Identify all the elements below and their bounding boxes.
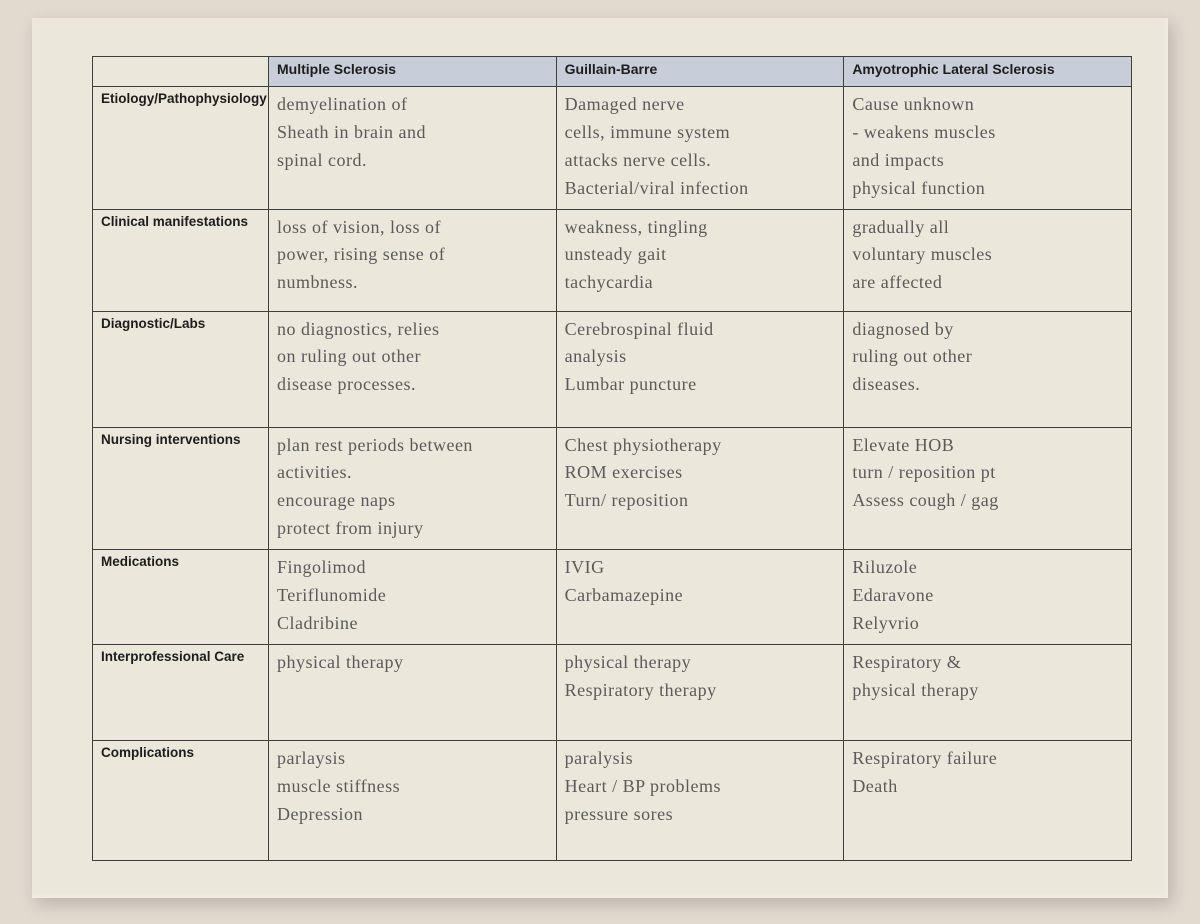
- row-etiology: Etiology/Pathophysiology demyelination o…: [93, 87, 1132, 210]
- cell-clin-gb: weakness, tingling unsteady gait tachyca…: [556, 209, 844, 311]
- header-blank: [93, 57, 269, 87]
- cell-meds-gb: IVIG Carbamazepine: [556, 550, 844, 645]
- col-header-als: Amyotrophic Lateral Sclerosis: [844, 57, 1132, 87]
- row-medications: Medications Fingolimod Teriflunomide Cla…: [93, 550, 1132, 645]
- worksheet-sheet: Multiple Sclerosis Guillain-Barre Amyotr…: [32, 18, 1168, 898]
- cell-nurs-gb: Chest physiotherapy ROM exercises Turn/ …: [556, 427, 844, 550]
- cell-comp-als: Respiratory failure Death: [844, 740, 1132, 860]
- cell-meds-ms: Fingolimod Teriflunomide Cladribine: [269, 550, 557, 645]
- row-label: Diagnostic/Labs: [93, 311, 269, 427]
- col-header-ms: Multiple Sclerosis: [269, 57, 557, 87]
- row-complications: Complications parlaysis muscle stiffness…: [93, 740, 1132, 860]
- cell-meds-als: Riluzole Edaravone Relyvrio: [844, 550, 1132, 645]
- cell-etio-gb: Damaged nerve cells, immune system attac…: [556, 87, 844, 210]
- row-label: Interprofessional Care: [93, 644, 269, 740]
- cell-inter-gb: physical therapy Respiratory therapy: [556, 644, 844, 740]
- cell-etio-ms: demyelination of Sheath in brain and spi…: [269, 87, 557, 210]
- header-row: Multiple Sclerosis Guillain-Barre Amyotr…: [93, 57, 1132, 87]
- cell-etio-als: Cause unknown - weakens muscles and impa…: [844, 87, 1132, 210]
- row-label: Clinical manifestations: [93, 209, 269, 311]
- row-label: Etiology/Pathophysiology: [93, 87, 269, 210]
- cell-diag-ms: no diagnostics, relies on ruling out oth…: [269, 311, 557, 427]
- comparison-table: Multiple Sclerosis Guillain-Barre Amyotr…: [92, 56, 1132, 861]
- row-clinical: Clinical manifestations loss of vision, …: [93, 209, 1132, 311]
- cell-diag-als: diagnosed by ruling out other diseases.: [844, 311, 1132, 427]
- cell-comp-gb: paralysis Heart / BP problems pressure s…: [556, 740, 844, 860]
- cell-clin-ms: loss of vision, loss of power, rising se…: [269, 209, 557, 311]
- cell-nurs-als: Elevate HOB turn / reposition pt Assess …: [844, 427, 1132, 550]
- cell-inter-ms: physical therapy: [269, 644, 557, 740]
- row-diagnostic: Diagnostic/Labs no diagnostics, relies o…: [93, 311, 1132, 427]
- cell-clin-als: gradually all voluntary muscles are affe…: [844, 209, 1132, 311]
- col-header-gb: Guillain-Barre: [556, 57, 844, 87]
- row-label: Nursing interventions: [93, 427, 269, 550]
- row-interprofessional: Interprofessional Care physical therapy …: [93, 644, 1132, 740]
- row-nursing: Nursing interventions plan rest periods …: [93, 427, 1132, 550]
- row-label: Complications: [93, 740, 269, 860]
- row-label: Medications: [93, 550, 269, 645]
- cell-nurs-ms: plan rest periods between activities. en…: [269, 427, 557, 550]
- cell-diag-gb: Cerebrospinal fluid analysis Lumbar punc…: [556, 311, 844, 427]
- cell-inter-als: Respiratory & physical therapy: [844, 644, 1132, 740]
- cell-comp-ms: parlaysis muscle stiffness Depression: [269, 740, 557, 860]
